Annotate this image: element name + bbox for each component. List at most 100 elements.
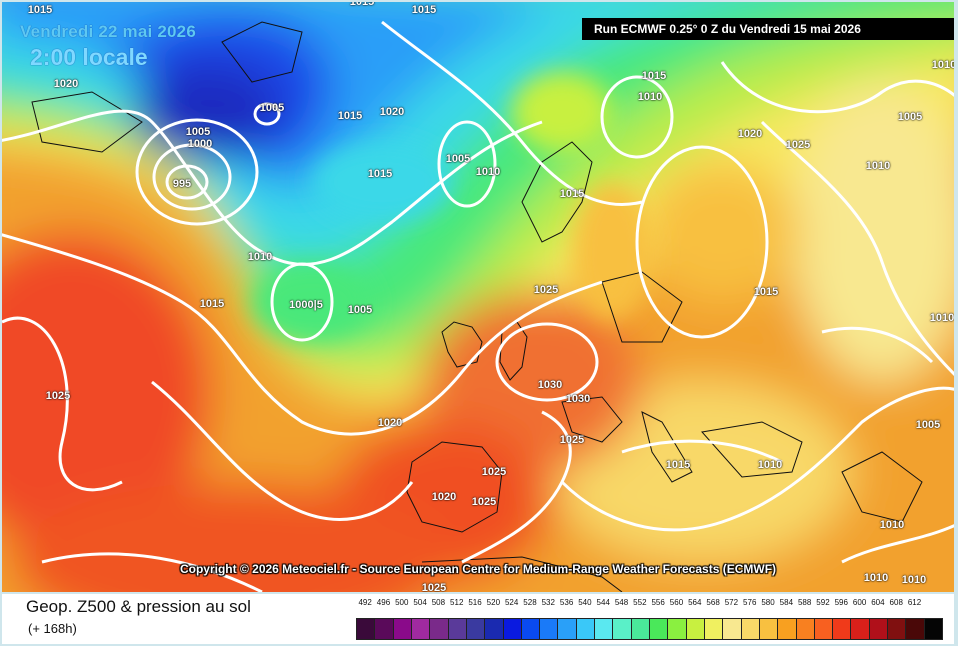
legend-tick: 576 [743, 598, 757, 607]
legend-swatch [356, 618, 376, 640]
pressure-label: 995 [172, 178, 192, 190]
legend-tick: 608 [889, 598, 903, 607]
legend-tick: 548 [614, 598, 629, 607]
legend-tick: 552 [633, 598, 647, 607]
legend-swatch [649, 618, 669, 640]
pressure-label: 1015 [27, 4, 53, 16]
legend-tick: 500 [395, 598, 409, 607]
pressure-label: 1005 [185, 126, 211, 138]
map-canvas [2, 2, 954, 592]
legend-swatch [374, 618, 394, 640]
pressure-label: 1010 [247, 251, 273, 263]
legend-swatch [575, 618, 596, 640]
pressure-label: 1025 [559, 434, 585, 446]
pressure-label: 1025 [533, 284, 559, 296]
legend-tick: 568 [706, 598, 720, 607]
pressure-label: 1015 [349, 2, 375, 8]
legend-tick: 560 [669, 598, 684, 607]
pressure-label: 1025 [45, 390, 71, 402]
pressure-label: 1015 [337, 110, 363, 122]
pressure-label: 1020 [53, 78, 79, 90]
pressure-label: 1020 [379, 106, 405, 118]
legend-tick: 564 [688, 598, 702, 607]
legend-swatch [905, 618, 925, 640]
pressure-label: 1010 [879, 519, 905, 531]
legend-tick: 540 [578, 598, 592, 607]
pressure-label: 1005 [897, 111, 923, 123]
pressure-label: 1015 [753, 286, 779, 298]
pressure-label: 1020 [377, 417, 403, 429]
pressure-label: 1010 [901, 574, 927, 586]
pressure-label: 1005 [915, 419, 941, 431]
legend-tick: 508 [431, 598, 446, 607]
pressure-label: 1010 [637, 91, 663, 103]
run-banner: Run ECMWF 0.25° 0 Z du Vendredi 15 mai 2… [582, 18, 954, 40]
legend-swatch [685, 618, 705, 640]
copyright-notice: Copyright © 2026 Meteociel.fr - Source E… [179, 562, 777, 576]
legend-tick: 536 [559, 598, 574, 607]
legend-tick: 492 [358, 598, 372, 607]
pressure-label: 1005 [347, 304, 373, 316]
legend-swatch [539, 618, 559, 640]
legend-tick: 512 [450, 598, 464, 607]
pressure-label: 1000 [187, 138, 213, 150]
legend-swatch [832, 618, 852, 640]
legend-tick: 504 [413, 598, 427, 607]
pressure-label: 1015 [199, 298, 225, 310]
legend-swatch [667, 618, 687, 640]
pressure-label: 1020 [737, 128, 763, 140]
pressure-label: 1010 [929, 312, 954, 324]
legend-subtitle: (+ 168h) [28, 621, 77, 636]
legend-swatch [594, 618, 614, 640]
legend-swatch [758, 618, 779, 640]
legend-tick: 604 [871, 598, 885, 607]
legend-swatch [850, 618, 870, 640]
legend-tick: 592 [816, 598, 830, 607]
legend-tick: 572 [724, 598, 739, 607]
legend-swatch [520, 618, 541, 640]
legend-swatch [777, 618, 797, 640]
legend-tick: 528 [523, 598, 537, 607]
legend-tick: 524 [504, 598, 519, 607]
legend-tick: 588 [797, 598, 812, 607]
legend-swatch [484, 618, 504, 640]
legend-tick: 584 [779, 598, 794, 607]
pressure-label: 1025 [785, 139, 811, 151]
legend-tick: 612 [907, 598, 922, 607]
pressure-label: 1005 [259, 102, 285, 114]
pressure-label: 1010 [863, 572, 889, 584]
legend-swatch [612, 618, 632, 640]
pressure-label: 1010 [475, 166, 501, 178]
legend-tick: 516 [468, 598, 482, 607]
pressure-label: 1000|5 [289, 299, 323, 311]
legend-tick: 600 [852, 598, 867, 607]
legend-swatch [703, 618, 724, 640]
legend-swatch [557, 618, 577, 640]
pressure-label: 1025 [481, 466, 507, 478]
legend-swatch [502, 618, 522, 640]
legend-swatch [447, 618, 467, 640]
legend-swatch [923, 618, 943, 640]
legend-tick: 556 [651, 598, 665, 607]
pressure-label: 1015 [641, 70, 667, 82]
legend-swatch [868, 618, 889, 640]
legend-swatch [740, 618, 760, 640]
legend-swatch [410, 618, 431, 640]
legend-swatch [392, 618, 412, 640]
legend-swatch [813, 618, 834, 640]
legend-swatch [887, 618, 907, 640]
forecast-map: Vendredi 22 mai 2026 2:00 locale Run ECM… [2, 2, 954, 592]
legend-tick: 532 [541, 598, 555, 607]
pressure-label: 1020 [431, 491, 457, 503]
legend-swatch [630, 618, 650, 640]
legend-swatch [722, 618, 742, 640]
legend-tick: 596 [834, 598, 848, 607]
legend-title: Geop. Z500 & pression au sol [26, 597, 251, 616]
pressure-label: 1025 [471, 496, 497, 508]
legend-swatch [465, 618, 486, 640]
pressure-label: 1015 [559, 188, 585, 200]
pressure-label: 1015 [665, 459, 691, 471]
legend-tick: 580 [761, 598, 775, 607]
pressure-label: 1005 [445, 153, 471, 165]
